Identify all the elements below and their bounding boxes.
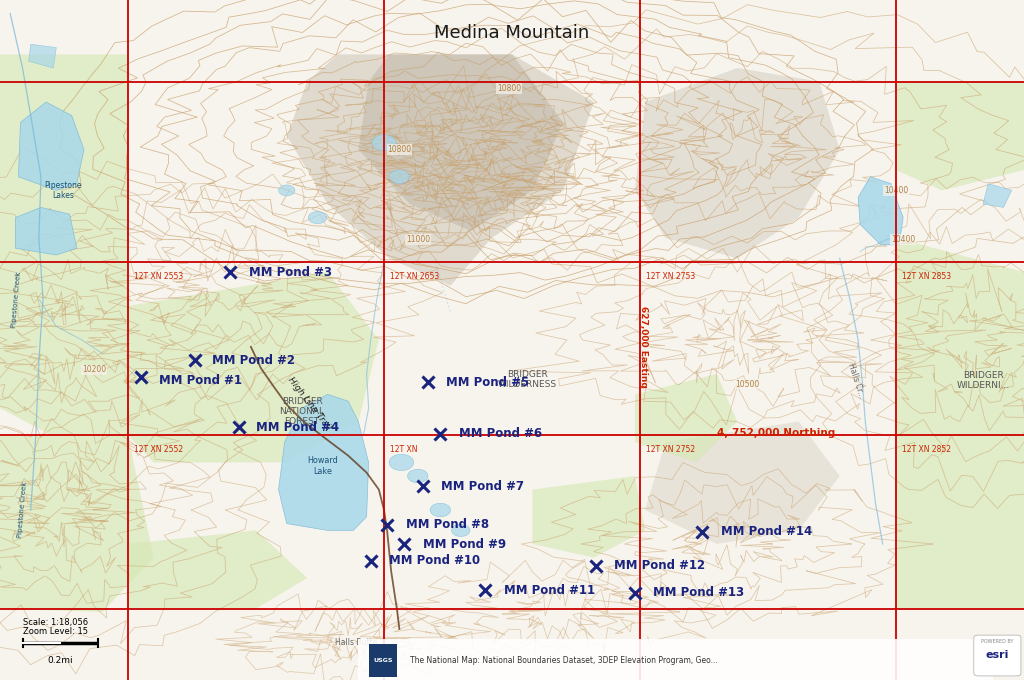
Polygon shape: [358, 54, 563, 231]
Text: 12T XN 2653: 12T XN 2653: [390, 272, 439, 281]
Text: esri: esri: [986, 650, 1009, 660]
Text: The National Map: National Boundaries Dataset, 3DEP Elevation Program, Geo...: The National Map: National Boundaries Da…: [410, 656, 718, 666]
Polygon shape: [896, 238, 1024, 609]
Text: MM Pond #7: MM Pond #7: [441, 479, 524, 493]
Text: MM Pond #3: MM Pond #3: [249, 265, 332, 279]
Text: Zoom Level: 15: Zoom Level: 15: [23, 626, 87, 636]
Polygon shape: [645, 422, 840, 544]
Text: 11000: 11000: [406, 235, 430, 244]
Text: MM Pond #6: MM Pond #6: [459, 427, 542, 441]
Text: 10500: 10500: [735, 379, 760, 389]
FancyBboxPatch shape: [369, 644, 397, 677]
Polygon shape: [279, 394, 369, 530]
Text: MM Pond #14: MM Pond #14: [721, 525, 812, 539]
Text: 10800: 10800: [387, 145, 412, 154]
Text: 10200: 10200: [82, 365, 106, 375]
Text: MM Pond #5: MM Pond #5: [446, 375, 529, 389]
Circle shape: [389, 170, 410, 184]
Text: USGS: USGS: [373, 658, 393, 663]
Text: 12T XN 2753: 12T XN 2753: [646, 272, 695, 281]
Circle shape: [452, 524, 470, 537]
Polygon shape: [635, 68, 840, 258]
Polygon shape: [15, 207, 77, 255]
Text: MM Pond #9: MM Pond #9: [423, 537, 506, 551]
Text: 12T XN 2553: 12T XN 2553: [134, 272, 183, 281]
Text: Pipestone
Lakes: Pipestone Lakes: [45, 181, 82, 200]
Circle shape: [408, 469, 428, 483]
Text: MM Pond #11: MM Pond #11: [504, 583, 595, 597]
Polygon shape: [287, 54, 594, 286]
Text: 627,000 Easting: 627,000 Easting: [639, 306, 647, 388]
Text: MM Pond #13: MM Pond #13: [653, 586, 744, 600]
Text: Pipestone Creek: Pipestone Creek: [17, 481, 28, 539]
Text: MM Pond #12: MM Pond #12: [614, 559, 706, 573]
Polygon shape: [29, 44, 56, 68]
Text: Scale: 1:18,056: Scale: 1:18,056: [23, 618, 88, 628]
FancyBboxPatch shape: [974, 635, 1021, 676]
Text: POWERED BY: POWERED BY: [981, 639, 1014, 644]
Text: 12T XN 2853: 12T XN 2853: [902, 272, 951, 281]
Text: 4, 752,000 Northing: 4, 752,000 Northing: [717, 428, 835, 438]
Text: BRIDGER
WILDERNI...: BRIDGER WILDERNI...: [956, 371, 1010, 390]
Text: Pipestone Creek: Pipestone Creek: [11, 271, 22, 328]
Text: MM Pond #10: MM Pond #10: [389, 554, 480, 568]
Polygon shape: [635, 374, 737, 462]
Circle shape: [372, 135, 396, 151]
Text: 10800: 10800: [497, 84, 521, 93]
Polygon shape: [858, 177, 903, 245]
Polygon shape: [18, 102, 84, 190]
Circle shape: [279, 185, 295, 196]
Text: Halls Cr...: Halls Cr...: [846, 362, 866, 399]
Circle shape: [430, 503, 451, 517]
Circle shape: [308, 211, 327, 224]
Polygon shape: [0, 54, 128, 435]
Polygon shape: [0, 435, 154, 612]
Text: Medina Mountain: Medina Mountain: [434, 24, 590, 41]
Polygon shape: [896, 82, 1024, 190]
Circle shape: [389, 454, 414, 471]
Text: BRIDGER
NATIONAL
FOREST: BRIDGER NATIONAL FOREST: [280, 396, 325, 426]
Polygon shape: [128, 272, 379, 462]
Bar: [358, 639, 993, 680]
Text: BRIDGER
WILDERNESS: BRIDGER WILDERNESS: [498, 370, 557, 389]
Text: 10400: 10400: [891, 235, 915, 244]
Text: 0.2mi: 0.2mi: [47, 656, 74, 664]
Polygon shape: [532, 476, 645, 558]
Text: MM Pond #1: MM Pond #1: [159, 374, 242, 388]
Text: 10400: 10400: [884, 186, 908, 195]
Text: Halls Butte: Halls Butte: [335, 638, 378, 647]
Text: MM Pond #4: MM Pond #4: [256, 420, 339, 434]
Text: 12T XN 2852: 12T XN 2852: [902, 445, 951, 454]
Text: High Line Trail: High Line Trail: [286, 376, 333, 432]
Text: 12T XN: 12T XN: [390, 445, 418, 454]
Text: 12T XN 2752: 12T XN 2752: [646, 445, 695, 454]
Text: 12T XN 2552: 12T XN 2552: [134, 445, 183, 454]
Polygon shape: [983, 184, 1012, 207]
Text: Howard
Lake: Howard Lake: [307, 456, 338, 475]
Text: MM Pond #2: MM Pond #2: [212, 354, 295, 367]
Polygon shape: [128, 530, 307, 609]
Text: MM Pond #8: MM Pond #8: [406, 518, 488, 532]
